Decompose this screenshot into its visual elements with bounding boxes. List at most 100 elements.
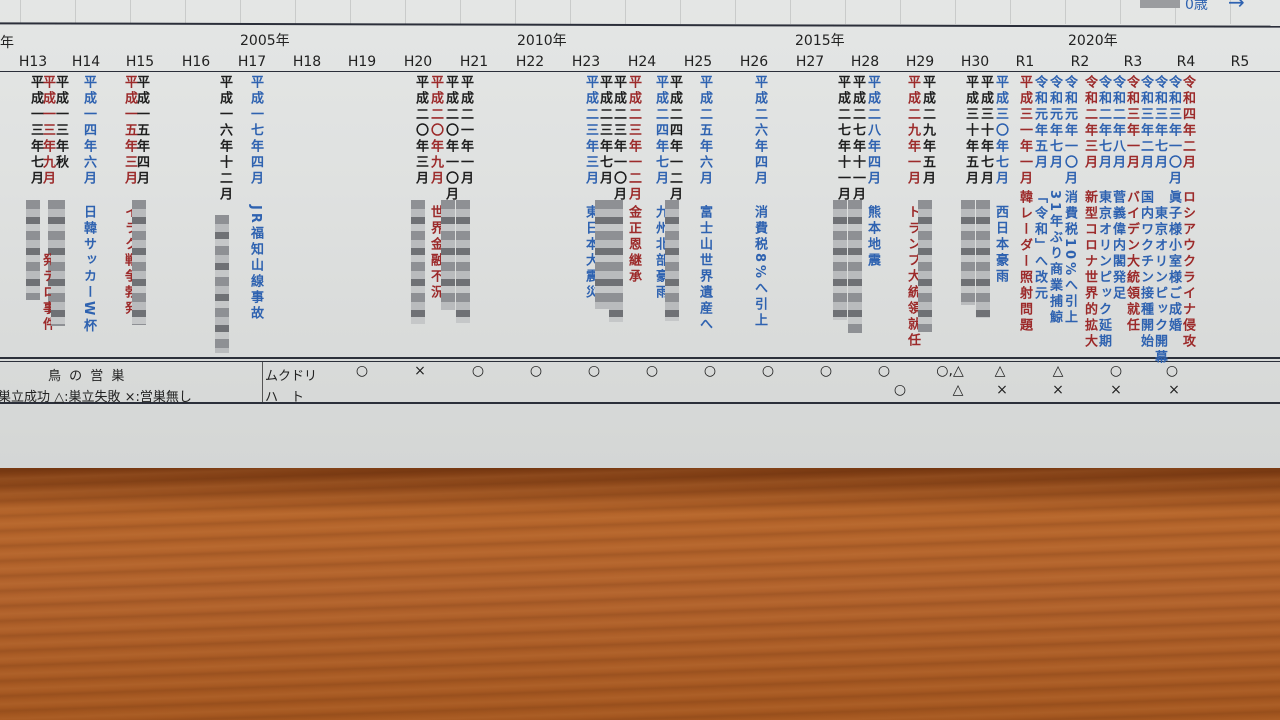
era-label: H20 — [403, 54, 433, 70]
grid-line — [240, 0, 241, 24]
blurred-event-text — [215, 215, 229, 353]
grid-line — [1010, 0, 1011, 24]
era-row-rule — [0, 71, 1280, 72]
grid-line — [570, 0, 571, 24]
nesting-mark: × — [1052, 382, 1064, 398]
era-label: H17 — [237, 54, 267, 70]
event-date: 令和三年一月 — [1124, 75, 1139, 171]
event-date: 平成二三年一二月 — [626, 75, 641, 203]
event-date: 令和元年五月 — [1032, 75, 1047, 171]
event-date: 平成二〇年一〇月 — [443, 75, 458, 203]
event-text: JR福知山線事故 — [248, 205, 263, 322]
event-date: 令和三年一〇月 — [1166, 75, 1181, 187]
blurred-event-text — [976, 200, 990, 318]
grid-line — [405, 0, 406, 24]
event-text: 世界金融不況 — [428, 205, 443, 301]
nesting-mark: △ — [1052, 363, 1064, 379]
bird-label-pigeon: ハ ト — [265, 390, 305, 405]
event-date: 平成一三年九月 — [40, 75, 55, 187]
age-label: 0歳 — [1185, 0, 1208, 13]
event-date: 平成一六年十二月 — [217, 75, 232, 203]
event-text: 菅義偉内閣発足 — [1110, 190, 1125, 302]
era-label: R2 — [1070, 54, 1090, 70]
event-date: 平成三一年一月 — [1017, 75, 1032, 187]
event-text: 消費税10%へ引上 — [1062, 190, 1077, 327]
grid-line — [955, 0, 956, 24]
event-text: 金正恩継承 — [626, 205, 641, 285]
year-label: 2020年 — [1068, 33, 1118, 49]
era-label: H13 — [18, 54, 48, 70]
nesting-mark: ○ — [877, 363, 891, 379]
blurred-event-text — [665, 200, 679, 321]
blurred-event-text — [918, 200, 932, 332]
blurred-event-text — [961, 200, 975, 305]
nesting-divider — [262, 362, 263, 402]
nesting-mark: × — [1168, 382, 1180, 398]
event-text: 31年ぶり商業捕鯨 — [1047, 190, 1062, 327]
event-text: トランプ大統領就任 — [905, 205, 920, 349]
event-date: 令和三年二月 — [1138, 75, 1153, 171]
event-text: 韓レーダー照射問題 — [1017, 190, 1032, 334]
blurred-event-text — [848, 200, 862, 333]
nesting-mark: △ — [994, 363, 1006, 379]
event-text: 「令和」へ改元 — [1032, 190, 1047, 302]
event-date: 平成三十年五月 — [963, 75, 978, 187]
nesting-mark: ○ — [1165, 363, 1179, 379]
era-label: R4 — [1176, 54, 1196, 70]
grid-line — [75, 0, 76, 24]
era-label: H15 — [125, 54, 155, 70]
era-label: H27 — [795, 54, 825, 70]
grid-line — [1175, 0, 1176, 24]
event-text: 国内ワクチン接種開始 — [1138, 190, 1153, 350]
nesting-mark: ○ — [645, 363, 659, 379]
event-text: 日韓サッカーW杯 — [81, 205, 96, 335]
blurred-event-text — [595, 200, 609, 309]
nesting-mark: ○ — [587, 363, 601, 379]
era-label: R1 — [1015, 54, 1035, 70]
nesting-mark: ○ — [703, 363, 717, 379]
nesting-mark: × — [996, 382, 1008, 398]
era-label: H21 — [459, 54, 489, 70]
event-date: 平成一七年四月 — [248, 75, 263, 187]
event-text: 九州北部豪雨 — [653, 205, 668, 301]
event-date: 平成二一年一月 — [458, 75, 473, 187]
event-date: 平成二八年四月 — [865, 75, 880, 187]
event-date: 平成三〇年七月 — [993, 75, 1008, 187]
grid-line — [1120, 0, 1121, 24]
event-date: 平成二〇年三月 — [413, 75, 428, 187]
event-text: 東日本大震災 — [583, 205, 598, 301]
partial-year-label: 年 — [0, 35, 14, 51]
event-date: 平成一五年三月 — [122, 75, 137, 187]
event-text: バイデン大統領就任 — [1124, 190, 1139, 334]
nesting-mark: ○ — [761, 363, 775, 379]
year-label: 2010年 — [517, 33, 567, 49]
blurred-event-text — [51, 200, 65, 326]
wooden-table — [0, 468, 1280, 720]
nesting-legend: 巣立成功 △:巣立失敗 ×:営巣無し — [0, 390, 192, 405]
nesting-mark: × — [1110, 382, 1122, 398]
era-label: R3 — [1123, 54, 1143, 70]
nesting-mark: ○ — [819, 363, 833, 379]
era-label: H28 — [850, 54, 880, 70]
blurred-event-text — [456, 200, 470, 323]
event-date: 平成一四年六月 — [81, 75, 96, 187]
event-date: 令和元年七月 — [1047, 75, 1062, 171]
event-date: 令和二年八月 — [1110, 75, 1125, 171]
event-text: 熊本地震 — [865, 205, 880, 269]
nesting-mark: ○ — [471, 363, 485, 379]
era-label: H18 — [292, 54, 322, 70]
era-label: H14 — [71, 54, 101, 70]
event-text: 東京オリンピック延期 — [1096, 190, 1111, 350]
nesting-mark: △ — [952, 382, 964, 398]
era-label: H29 — [905, 54, 935, 70]
grid-line — [460, 0, 461, 24]
grid-line — [350, 0, 351, 24]
grid-line — [735, 0, 736, 24]
event-date: 平成二五年六月 — [697, 75, 712, 187]
year-label: 2015年 — [795, 33, 845, 49]
event-date: 平成二三年七月 — [597, 75, 612, 187]
era-label: H24 — [627, 54, 657, 70]
era-label: H16 — [181, 54, 211, 70]
blurred-event-text — [26, 200, 40, 300]
nesting-mark: × — [414, 363, 426, 379]
